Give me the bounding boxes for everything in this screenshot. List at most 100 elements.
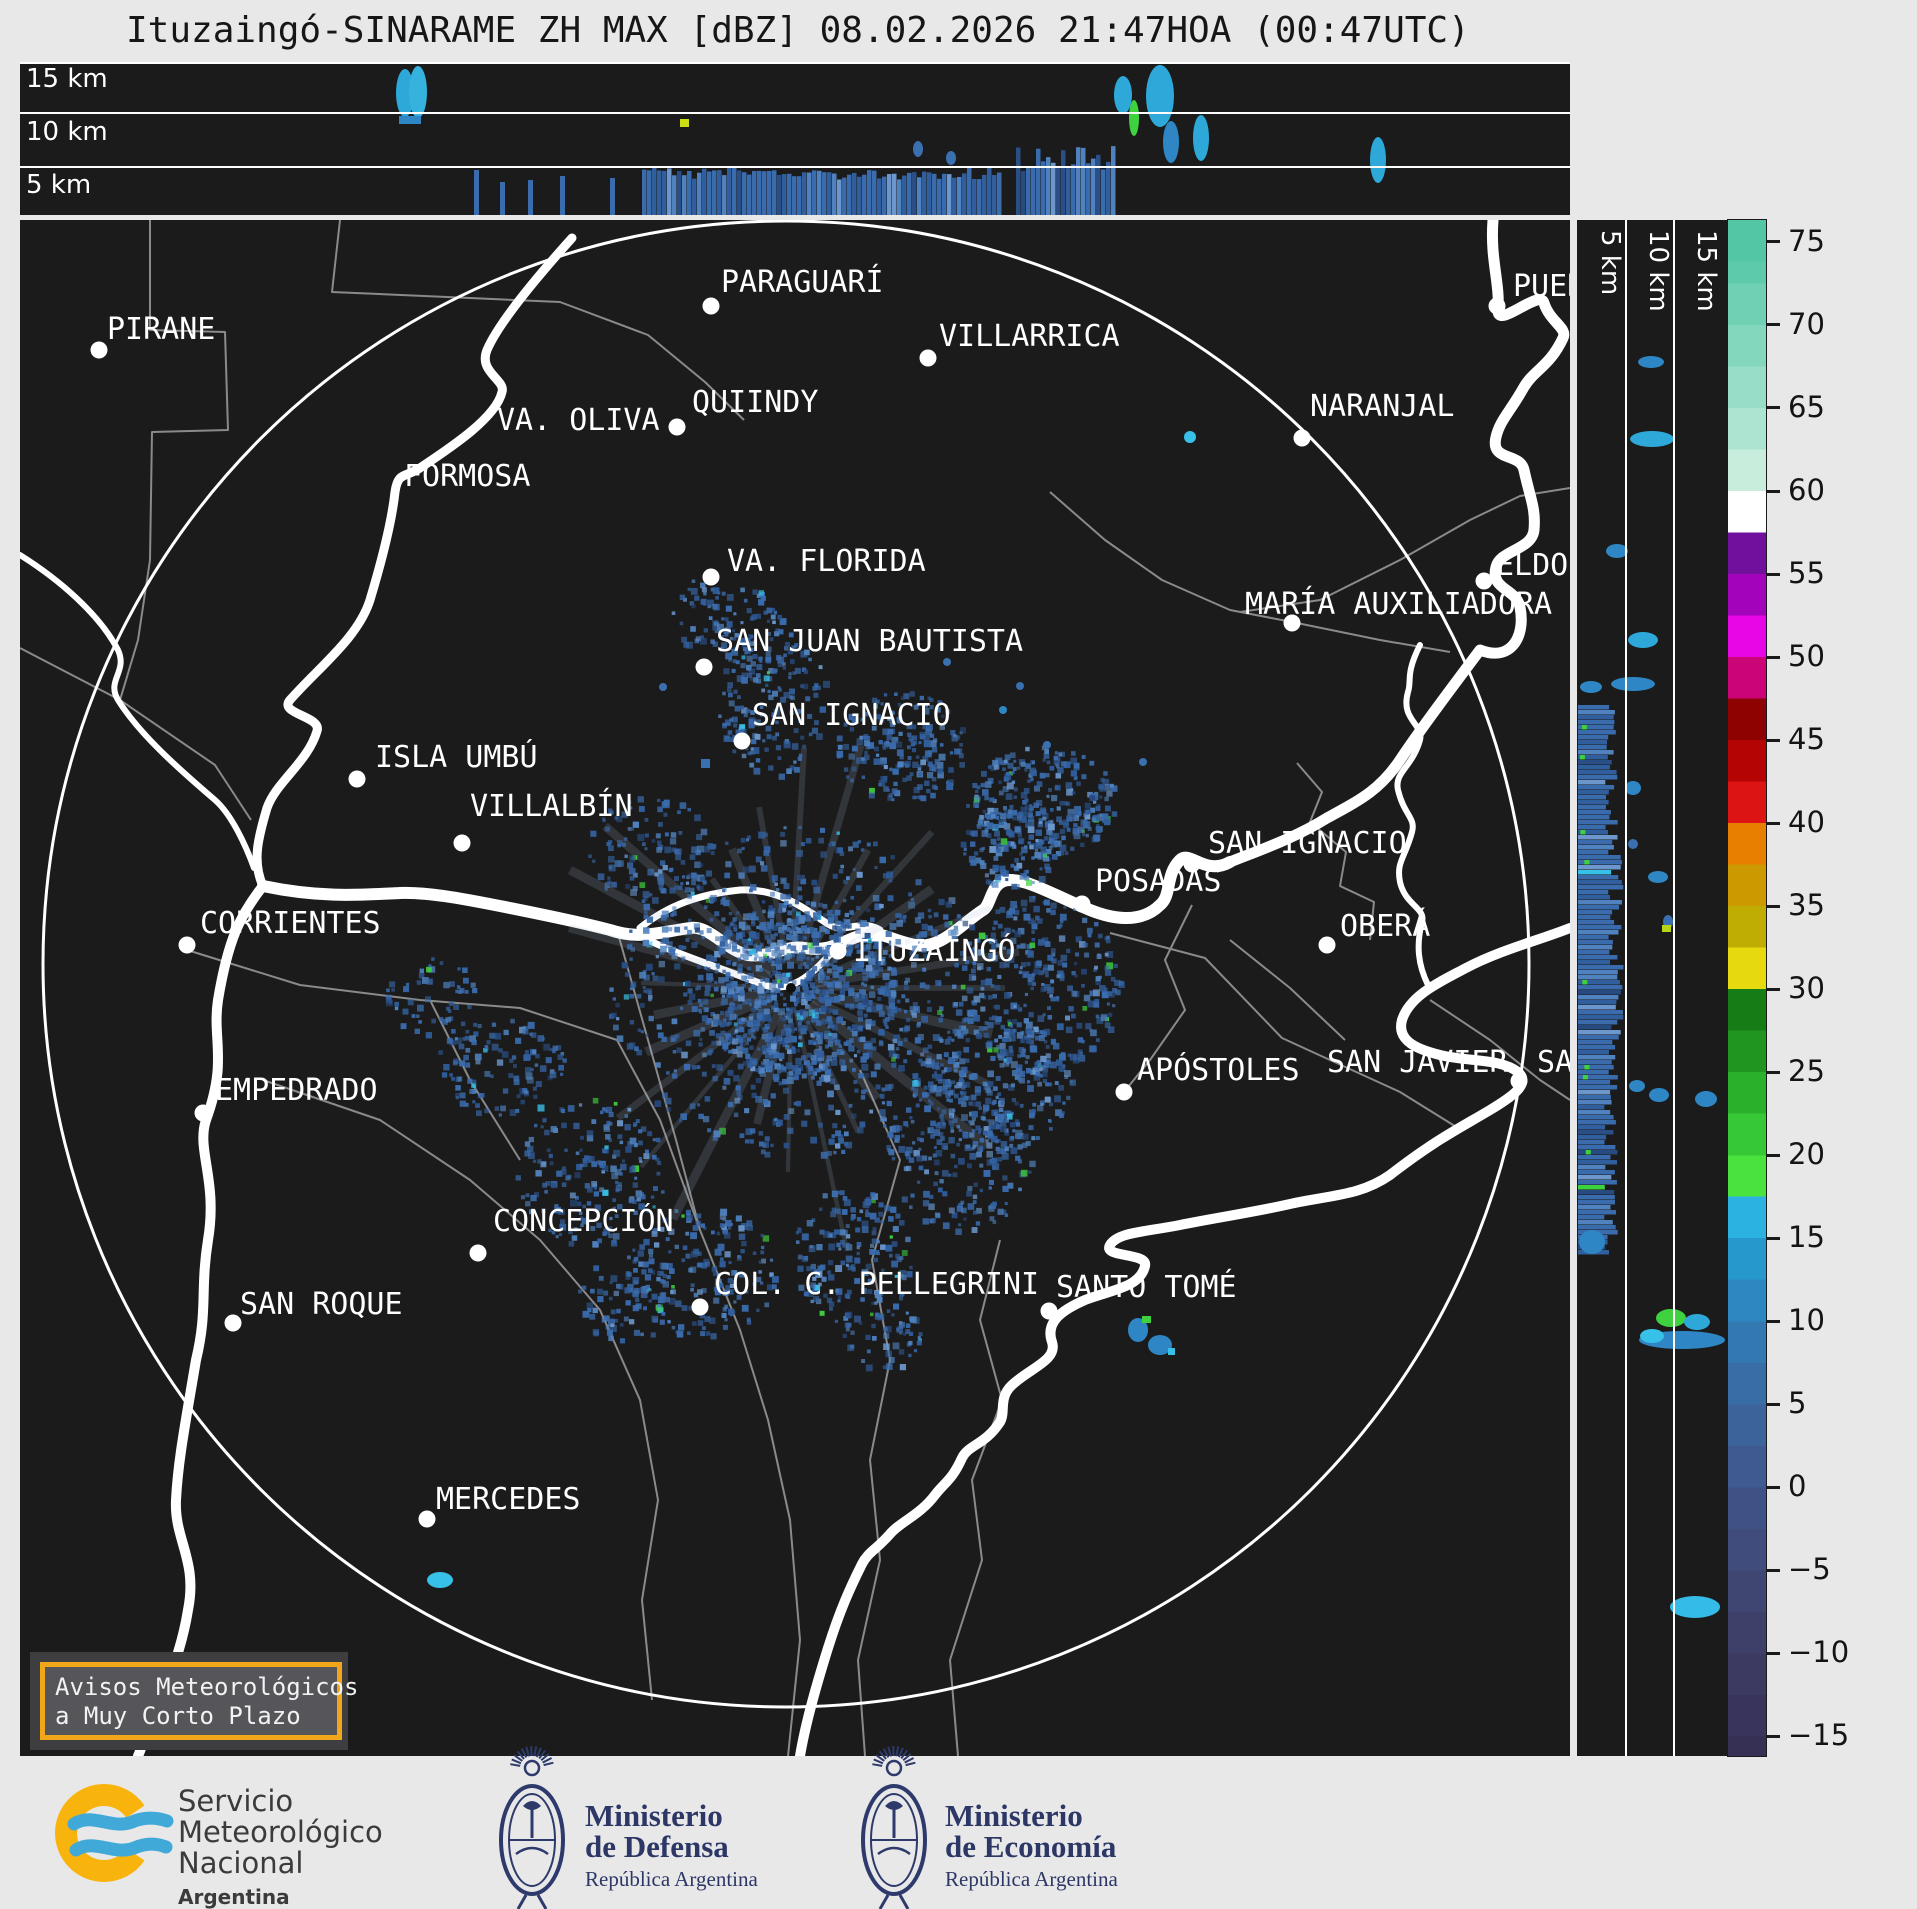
colorbar-tick-label: 60 xyxy=(1788,473,1825,507)
city-layer: PIRANE PARAGUARÍ VILLARRICA QUIINDY VA. OLIV… xyxy=(90,264,1621,1528)
warning-box-line1: Avisos Meteorológicos xyxy=(55,1673,359,1701)
colorbar-tick-label: −15 xyxy=(1788,1718,1850,1753)
city-label: SAN IGNACIO xyxy=(1208,826,1407,861)
city-label: SAN IGNACIO xyxy=(752,698,951,733)
colorbar-tick-label: 15 xyxy=(1788,1220,1825,1255)
city-label: NARANJAL xyxy=(1310,389,1455,424)
smn-line1: Servicio xyxy=(178,1784,294,1818)
colorbar-tick-label: 50 xyxy=(1788,639,1825,674)
city-label: SAN xyxy=(1537,1045,1591,1080)
city-label: CORRIENTES xyxy=(200,906,381,941)
colorbar-tick-label: 25 xyxy=(1788,1054,1825,1089)
city-label: VA. FLORIDA xyxy=(727,544,926,579)
smn-wordmark: Servicio Meteorológico Nacional Argentin… xyxy=(178,1786,383,1909)
colorbar-tick-mark xyxy=(1766,1568,1780,1572)
smn-logo xyxy=(55,1784,174,1882)
warning-box: Avisos Meteorológicos a Muy Corto Plazo xyxy=(40,1662,359,1740)
city-dot xyxy=(1283,614,1301,632)
city-dot xyxy=(1040,1302,1058,1320)
colorbar-tick-mark xyxy=(1766,240,1780,244)
top-alt-label-5km: 5 km xyxy=(26,170,91,200)
city-dot xyxy=(90,341,108,359)
top-cross-section-echoes xyxy=(474,146,1116,215)
colorbar-tick-mark xyxy=(1766,1070,1780,1074)
city-dot xyxy=(829,942,847,960)
colorbar-tick-label: 55 xyxy=(1788,556,1825,591)
city-label: QUIINDY xyxy=(692,385,818,420)
page-title: Ituzaingó-SINARAME ZH MAX [dBZ] 08.02.20… xyxy=(126,10,1470,51)
city-dot xyxy=(668,418,686,436)
colorbar-tick-label: 10 xyxy=(1788,1303,1825,1338)
city-dot xyxy=(702,297,720,315)
city-label: SAN JAVIER xyxy=(1327,1045,1509,1080)
reflectivity-colorbar xyxy=(1727,219,1767,1757)
colorbar-tick-label: 65 xyxy=(1788,389,1825,424)
city-dot xyxy=(1115,1083,1133,1101)
defensa-coat-of-arms-icon xyxy=(499,1745,565,1909)
defensa-sub: República Argentina xyxy=(585,1867,758,1891)
city-dot xyxy=(691,1298,709,1316)
colorbar-tick-mark xyxy=(1766,904,1780,908)
city-dot xyxy=(194,1104,212,1122)
city-label: VILLALBÍN xyxy=(470,788,633,824)
top-cross-section: 15 km 10 km 5 km xyxy=(20,62,1570,215)
echo-field xyxy=(385,575,1125,1372)
city-dot xyxy=(453,834,471,852)
city-dot xyxy=(1073,895,1091,913)
city-dot xyxy=(418,1510,436,1528)
city-dot xyxy=(224,1314,242,1332)
smn-line4: Argentina xyxy=(178,1885,290,1909)
city-label: MERCEDES xyxy=(436,1482,581,1517)
colorbar-tick-label: 70 xyxy=(1788,306,1825,341)
right-cross-section-echoes xyxy=(1578,705,1624,1255)
defensa-line2: de Defensa xyxy=(585,1829,729,1864)
city-label: CONCEPCIÓN xyxy=(493,1202,674,1239)
city-label: EMPEDRADO xyxy=(215,1073,378,1108)
city-label: VA. OLIVA xyxy=(497,403,660,438)
colorbar-tick-mark xyxy=(1766,655,1780,659)
defensa-line1: Ministerio xyxy=(585,1798,723,1833)
colorbar-tick-label: 35 xyxy=(1788,888,1825,923)
colorbar-tick-mark xyxy=(1766,572,1780,576)
right-alt-label-10km: 10 km xyxy=(1643,230,1673,312)
smn-line3: Nacional xyxy=(178,1846,304,1880)
city-dot xyxy=(1318,936,1336,954)
city-label: SANTO TOMÉ xyxy=(1056,1269,1237,1305)
economia-coat-of-arms-icon xyxy=(861,1745,927,1909)
echo-isolated-cells xyxy=(427,431,1196,1588)
colorbar-tick-label: 0 xyxy=(1788,1469,1807,1504)
economia-line1: Ministerio xyxy=(945,1798,1083,1833)
colorbar-tick-mark xyxy=(1766,406,1780,410)
city-label: PUERTO xyxy=(1513,269,1621,304)
ministerio-defensa-wordmark: Ministerio de Defensa República Argentin… xyxy=(585,1800,758,1892)
warning-box-line2: a Muy Corto Plazo xyxy=(55,1702,301,1730)
city-label: ITUZAINGÓ xyxy=(853,932,1016,969)
right-alt-label-5km: 5 km xyxy=(1595,230,1625,295)
city-label: OBERÁ xyxy=(1340,908,1430,944)
colorbar-tick-mark xyxy=(1766,738,1780,742)
warning-box-frame: Avisos Meteorológicos a Muy Corto Plazo xyxy=(30,1652,359,1750)
right-cross-section: 5 km 10 km 15 km xyxy=(1577,220,1727,1756)
colorbar-tick-mark xyxy=(1766,323,1780,327)
colorbar-tick-mark xyxy=(1766,1153,1780,1157)
smn-ring-icon xyxy=(55,1784,153,1882)
city-label: PARAGUARÍ xyxy=(721,264,884,300)
colorbar-tick-label: −10 xyxy=(1788,1635,1850,1670)
colorbar-tick-mark xyxy=(1766,1319,1780,1323)
colorbar-tick-mark xyxy=(1766,1402,1780,1406)
colorbar-tick-label: 5 xyxy=(1788,1386,1807,1421)
city-dot xyxy=(469,1244,487,1262)
colorbar-tick-mark xyxy=(1766,1734,1780,1738)
city-label: APÓSTOLES xyxy=(1137,1051,1300,1088)
colorbar-tick-label: −5 xyxy=(1788,1552,1831,1587)
city-label: ISLA UMBÚ xyxy=(375,738,538,775)
city-dot xyxy=(1183,855,1201,873)
city-label: SAN ROQUE xyxy=(240,1287,403,1322)
smn-line2: Meteorológico xyxy=(178,1815,383,1849)
city-dot xyxy=(919,349,937,367)
city-dot xyxy=(1475,572,1493,590)
colorbar-tick-mark xyxy=(1766,821,1780,825)
colorbar-tick-label: 20 xyxy=(1788,1137,1825,1172)
colorbar-tick-mark xyxy=(1766,1236,1780,1240)
